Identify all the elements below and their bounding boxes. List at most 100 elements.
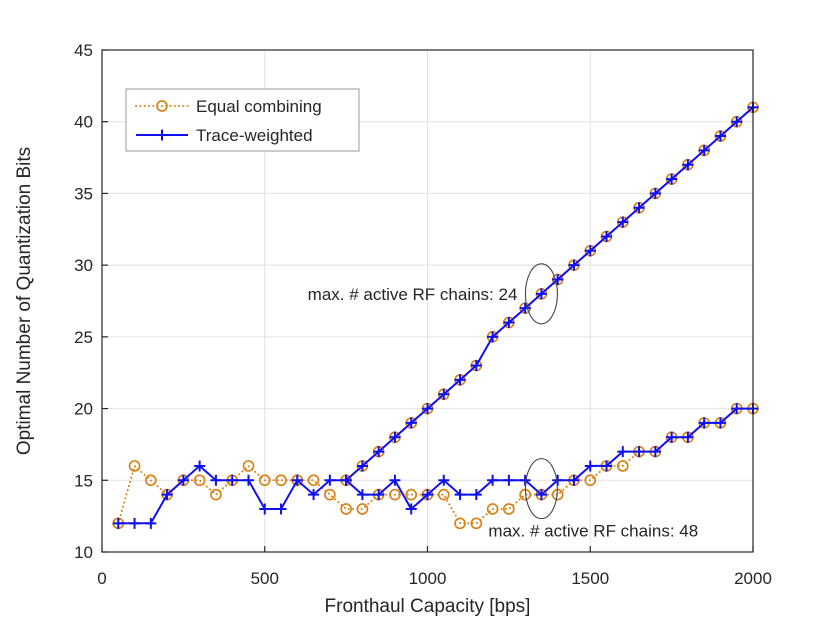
annotation-ellipse (524, 263, 558, 325)
annotations: max. # active RF chains: 24 max. # active… (308, 263, 698, 541)
marker-plus (145, 517, 157, 529)
axis-ticks (101, 49, 754, 553)
legend-item-trace-weighted: Trace-weighted (136, 126, 313, 145)
marker-plus (535, 288, 547, 300)
legend-marker-plus (156, 129, 168, 141)
marker-plus (259, 503, 271, 515)
marker-plus (389, 474, 401, 486)
legend-item-equal-combining: Equal combining (135, 97, 322, 116)
marker-circle (470, 517, 483, 530)
y-tick-label: 30 (74, 256, 93, 275)
y-axis-label: Optimal Number of Quantization Bits (14, 147, 35, 455)
marker-circle (324, 488, 336, 501)
marker-circle (454, 517, 466, 530)
legend-box (125, 88, 360, 152)
marker-plus (731, 403, 743, 415)
marker-plus (698, 144, 710, 156)
marker-plus (568, 474, 580, 486)
marker-plus (454, 374, 466, 386)
marker-plus (535, 489, 547, 501)
legend-label-trace-weighted: Trace-weighted (196, 126, 313, 145)
marker-plus (308, 489, 320, 501)
legend-label-equal-combining: Equal combining (196, 97, 322, 116)
marker-plus (226, 474, 238, 486)
marker-plus (373, 446, 385, 458)
marker-circle (193, 474, 206, 487)
marker-circle (584, 474, 597, 487)
marker-plus (731, 116, 743, 128)
marker-plus (601, 230, 613, 242)
marker-plus (129, 517, 141, 529)
y-tick-label: 25 (74, 328, 93, 347)
y-tick-label: 35 (74, 184, 93, 203)
x-tick-label: 1500 (571, 569, 609, 588)
marker-plus (649, 187, 661, 199)
marker-plus (633, 446, 645, 458)
x-tick-label: 500 (251, 569, 279, 588)
marker-circle (128, 460, 141, 472)
marker-circle (616, 460, 629, 472)
marker-plus (682, 431, 694, 443)
marker-plus (584, 245, 596, 257)
marker-circle (258, 474, 271, 487)
marker-plus (649, 446, 661, 458)
marker-plus (405, 417, 417, 429)
marker-plus (438, 474, 450, 486)
marker-plus (275, 503, 287, 515)
marker-plus (487, 331, 499, 343)
marker-plus (438, 388, 450, 400)
legend-sample-trace-weighted (136, 129, 188, 141)
x-tick-label: 0 (97, 569, 106, 588)
y-tick-label: 45 (74, 41, 93, 60)
x-tick-labels: 0 500 1000 1500 2000 (97, 569, 772, 588)
annotation-text: max. # active RF chains: 24 (308, 285, 518, 304)
y-tick-label: 15 (74, 471, 93, 490)
marker-circle (389, 488, 401, 501)
marker-circle (437, 488, 450, 501)
marker-plus (503, 474, 515, 486)
marker-circle (486, 503, 499, 515)
x-tick-label: 2000 (734, 569, 772, 588)
x-axis-label: Fronthaul Capacity [bps] (325, 596, 531, 617)
marker-circle (144, 474, 157, 487)
series-markers-0 (112, 402, 759, 530)
marker-plus (568, 259, 580, 271)
marker-plus (552, 273, 564, 285)
marker-plus (177, 474, 189, 486)
y-tick-label: 20 (74, 400, 93, 419)
marker-plus (682, 159, 694, 171)
series-line-0 (117, 407, 754, 525)
marker-plus (194, 460, 206, 472)
y-tick-label: 10 (74, 543, 93, 562)
marker-plus (503, 317, 515, 329)
legend-sample-equal-combining (135, 100, 189, 112)
marker-plus (487, 474, 499, 486)
marker-plus (356, 489, 368, 501)
marker-circle (503, 503, 515, 515)
marker-plus (698, 417, 710, 429)
marker-circle (307, 474, 320, 487)
marker-plus (601, 460, 613, 472)
marker-plus (470, 360, 482, 372)
marker-plus (422, 403, 433, 415)
marker-plus (356, 460, 368, 472)
marker-plus (714, 130, 726, 142)
annotation-ellipse (524, 458, 558, 520)
marker-plus (584, 460, 596, 472)
x-tick-label: 1000 (409, 569, 447, 588)
marker-plus (519, 302, 531, 314)
marker-plus (617, 216, 629, 228)
y-tick-label: 40 (74, 113, 93, 132)
data-series (112, 101, 759, 530)
marker-plus (405, 503, 417, 515)
marker-plus (291, 474, 303, 486)
marker-plus (666, 173, 678, 185)
marker-circle (242, 460, 255, 472)
annotation-text: max. # active RF chains: 48 (488, 522, 698, 541)
series-line-3 (345, 106, 754, 482)
marker-plus (210, 474, 222, 486)
marker-plus (373, 489, 385, 501)
marker-plus (666, 431, 678, 443)
y-tick-labels: 10 15 20 25 30 35 40 45 (74, 41, 93, 562)
